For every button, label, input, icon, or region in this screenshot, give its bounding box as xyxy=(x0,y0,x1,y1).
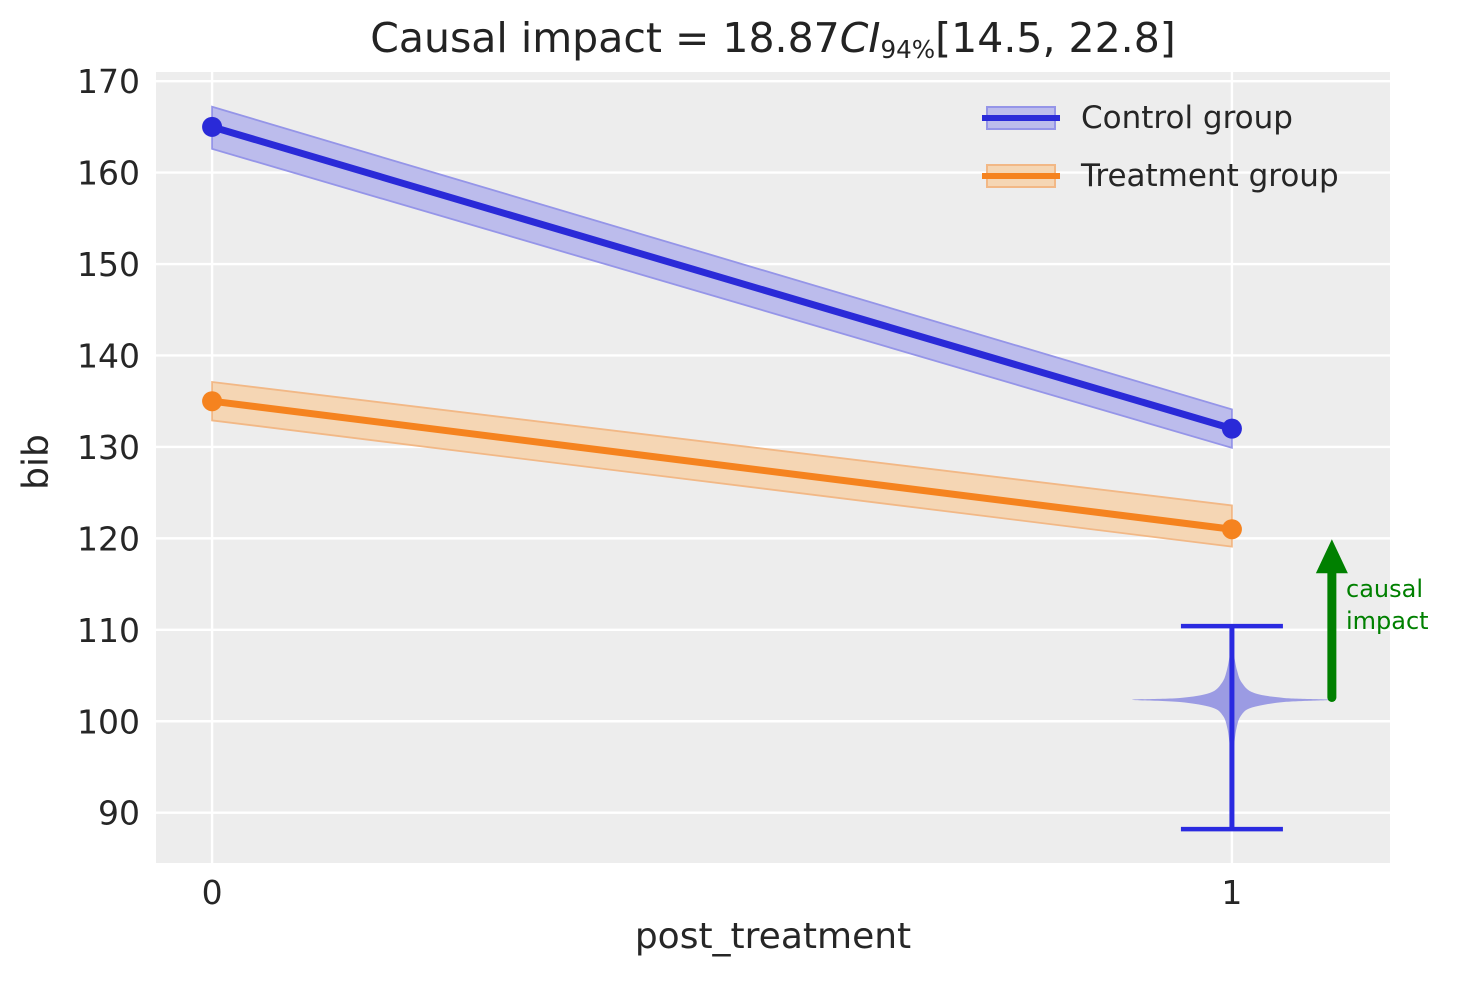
y-tick-label: 160 xyxy=(77,154,140,193)
title-ci-subscript: 94% xyxy=(880,35,936,65)
causal-impact-annotation-line2: impact xyxy=(1346,606,1429,635)
series-line-1 xyxy=(208,397,1236,533)
legend-item-control-group: Control group xyxy=(982,100,1339,136)
legend-label-treatment-group: Treatment group xyxy=(1081,158,1339,194)
data-point-0 xyxy=(1221,418,1242,439)
causal-impact-arrow-head xyxy=(1315,539,1348,574)
control-group-band-swatch xyxy=(982,106,1060,130)
causal-impact-annotation-line1: causal xyxy=(1346,575,1423,603)
y-axis-label: bib xyxy=(15,434,57,490)
y-tick-label: 170 xyxy=(77,62,140,101)
y-tick-label: 130 xyxy=(77,428,140,467)
title-interval: [14.5, 22.8] xyxy=(935,14,1176,62)
treatment-group-band-swatch xyxy=(982,164,1060,188)
chart-title: Causal impact = 18.87CI94%[14.5, 22.8] xyxy=(156,14,1390,62)
y-tick-label: 90 xyxy=(98,794,140,833)
y-tick-label: 150 xyxy=(77,245,140,284)
title-ci: CI xyxy=(839,14,881,62)
y-tick-label: 110 xyxy=(77,611,140,650)
data-point-1 xyxy=(1221,519,1242,540)
legend: Control group Treatment group xyxy=(982,100,1339,194)
control-group-line-swatch xyxy=(982,115,1060,121)
causal-impact-annotation: causal impact xyxy=(1346,574,1429,637)
legend-item-treatment-group: Treatment group xyxy=(982,158,1339,194)
legend-label-control-group: Control group xyxy=(1081,100,1293,136)
series-line-0 xyxy=(208,123,1236,433)
y-tick-label: 140 xyxy=(77,336,140,375)
y-tick-label: 120 xyxy=(77,519,140,558)
title-prefix: Causal impact = 18.87 xyxy=(370,14,840,62)
data-point-0 xyxy=(202,116,223,137)
y-tick-label: 100 xyxy=(77,702,140,741)
x-tick-label: 1 xyxy=(1221,873,1242,912)
x-tick-label: 0 xyxy=(202,873,223,912)
data-point-1 xyxy=(202,391,223,412)
x-axis-label: post_treatment xyxy=(634,916,912,957)
treatment-group-line-swatch xyxy=(982,173,1060,179)
